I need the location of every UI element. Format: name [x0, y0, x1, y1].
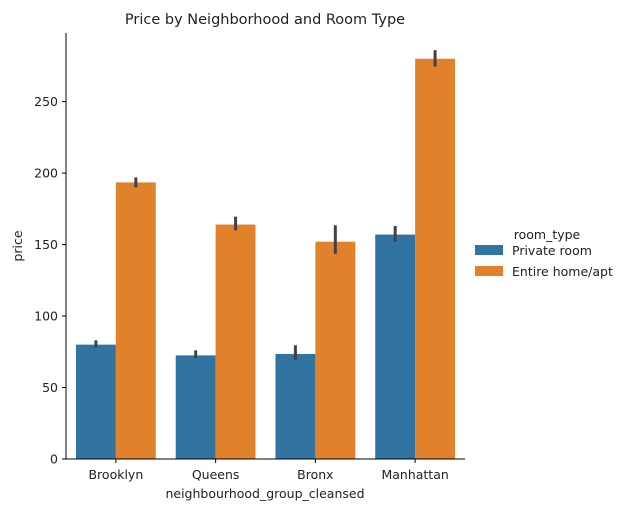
bar-bronx-private-room — [275, 353, 316, 459]
y-tick-label: 250 — [34, 94, 58, 109]
error-bars-group — [94, 50, 437, 361]
legend-entry-label: Entire home/apt — [512, 264, 613, 279]
bar-bronx-entire-home-apt — [315, 241, 356, 459]
x-tick-label: Queens — [192, 467, 240, 482]
bar-brooklyn-private-room — [75, 344, 116, 459]
bars-group — [75, 58, 456, 460]
y-ticks-group: 0 50 100 150 200 250 — [34, 94, 66, 467]
x-tick-label: Bronx — [297, 467, 333, 482]
legend: room_type Private room Entire home/apt — [475, 227, 613, 279]
bar-queens-entire-home-apt — [215, 224, 256, 459]
bar-manhattan-entire-home-apt — [415, 58, 456, 460]
chart-title: Price by Neighborhood and Room Type — [125, 12, 405, 28]
x-ticks-group: Brooklyn Queens Bronx Manhattan — [88, 459, 449, 482]
bar-queens-private-room — [175, 355, 216, 459]
legend-swatch — [475, 266, 503, 276]
x-axis-label: neighbourhood_group_cleansed — [165, 486, 364, 501]
legend-entry-label: Private room — [512, 243, 592, 258]
bar-manhattan-private-room — [375, 234, 416, 459]
legend-swatch — [475, 245, 503, 255]
y-axis-label: price — [10, 230, 25, 261]
x-tick-label: Manhattan — [381, 467, 448, 482]
y-tick-label: 100 — [34, 309, 58, 324]
bar-brooklyn-entire-home-apt — [115, 182, 156, 459]
y-tick-label: 50 — [42, 380, 58, 395]
y-tick-label: 150 — [34, 237, 58, 252]
legend-title: room_type — [514, 227, 581, 242]
x-tick-label: Brooklyn — [88, 467, 143, 482]
y-tick-label: 200 — [34, 166, 58, 181]
y-tick-label: 0 — [50, 452, 58, 467]
